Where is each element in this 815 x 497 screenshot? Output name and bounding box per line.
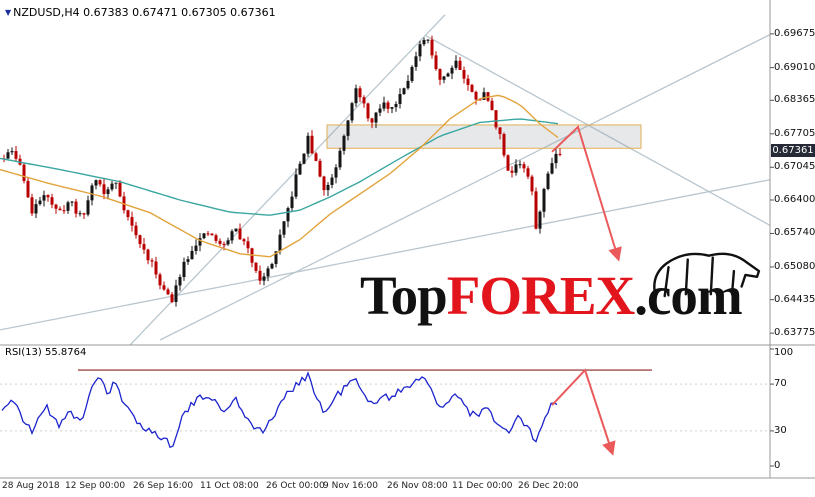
ma-slow-teal — [0, 118, 559, 216]
resistance-zone[interactable] — [326, 124, 642, 149]
price-axis-label: 0.63775 — [774, 327, 815, 339]
rsi-axis-label: 0 — [774, 460, 781, 471]
date-axis-label: 12 Sep 00:00 — [65, 481, 126, 491]
rsi-indicator-label: RSI(13) 55.8764 — [5, 347, 87, 358]
current-price-badge: 0.67361 — [771, 144, 815, 158]
trendline-3[interactable] — [424, 34, 770, 226]
bear-icon — [653, 252, 761, 298]
dropdown-triangle-icon: ▼ — [5, 8, 12, 17]
date-axis-label: 11 Dec 00:00 — [452, 481, 513, 491]
date-axis-label: 9 Nov 16:00 — [323, 481, 378, 491]
forecast-arrow-price[interactable] — [551, 125, 622, 262]
price-axis-label: 0.68365 — [774, 94, 815, 106]
price-axis-label: 0.67705 — [774, 127, 815, 139]
date-axis-label: 26 Dec 20:00 — [518, 481, 579, 491]
price-axis-label: 0.69675 — [774, 27, 815, 39]
price-axis-label: 0.67045 — [774, 161, 815, 173]
date-axis-label: 28 Aug 2018 — [2, 481, 60, 491]
quote-text: 0.67383 0.67471 0.67305 0.67361 — [83, 6, 276, 19]
rsi-line — [1, 371, 558, 449]
rsi-axis-label: 30 — [774, 424, 787, 436]
price-axis-label: 0.64435 — [774, 293, 815, 305]
rsi-axis-label: 70 — [774, 378, 787, 390]
price-axis-label: 0.65080 — [774, 260, 815, 272]
ma-fast-orange — [0, 94, 559, 258]
rsi-axis-label: 100 — [774, 347, 794, 358]
price-axis-label: 0.69010 — [774, 61, 815, 73]
rsi-plot[interactable] — [0, 368, 770, 456]
price-axis-label: 0.65740 — [774, 227, 815, 239]
brand-top-text: Top — [360, 265, 448, 326]
forecast-arrow-rsi[interactable] — [551, 368, 616, 456]
date-axis-label: 26 Sep 16:00 — [133, 481, 194, 491]
symbol-period-text: NZDUSD,H4 — [13, 6, 80, 19]
date-axis-label: 11 Oct 08:00 — [200, 481, 259, 491]
date-axis-label: 26 Oct 00:00 — [266, 481, 325, 491]
brand-forex-text: FOREX — [446, 265, 635, 326]
date-axis-label: 26 Nov 08:00 — [387, 481, 448, 491]
price-axis-label: 0.66400 — [774, 194, 815, 205]
symbol-info-label: ▼ NZDUSD,H4 0.67383 0.67471 0.67305 0.673… — [5, 6, 276, 19]
